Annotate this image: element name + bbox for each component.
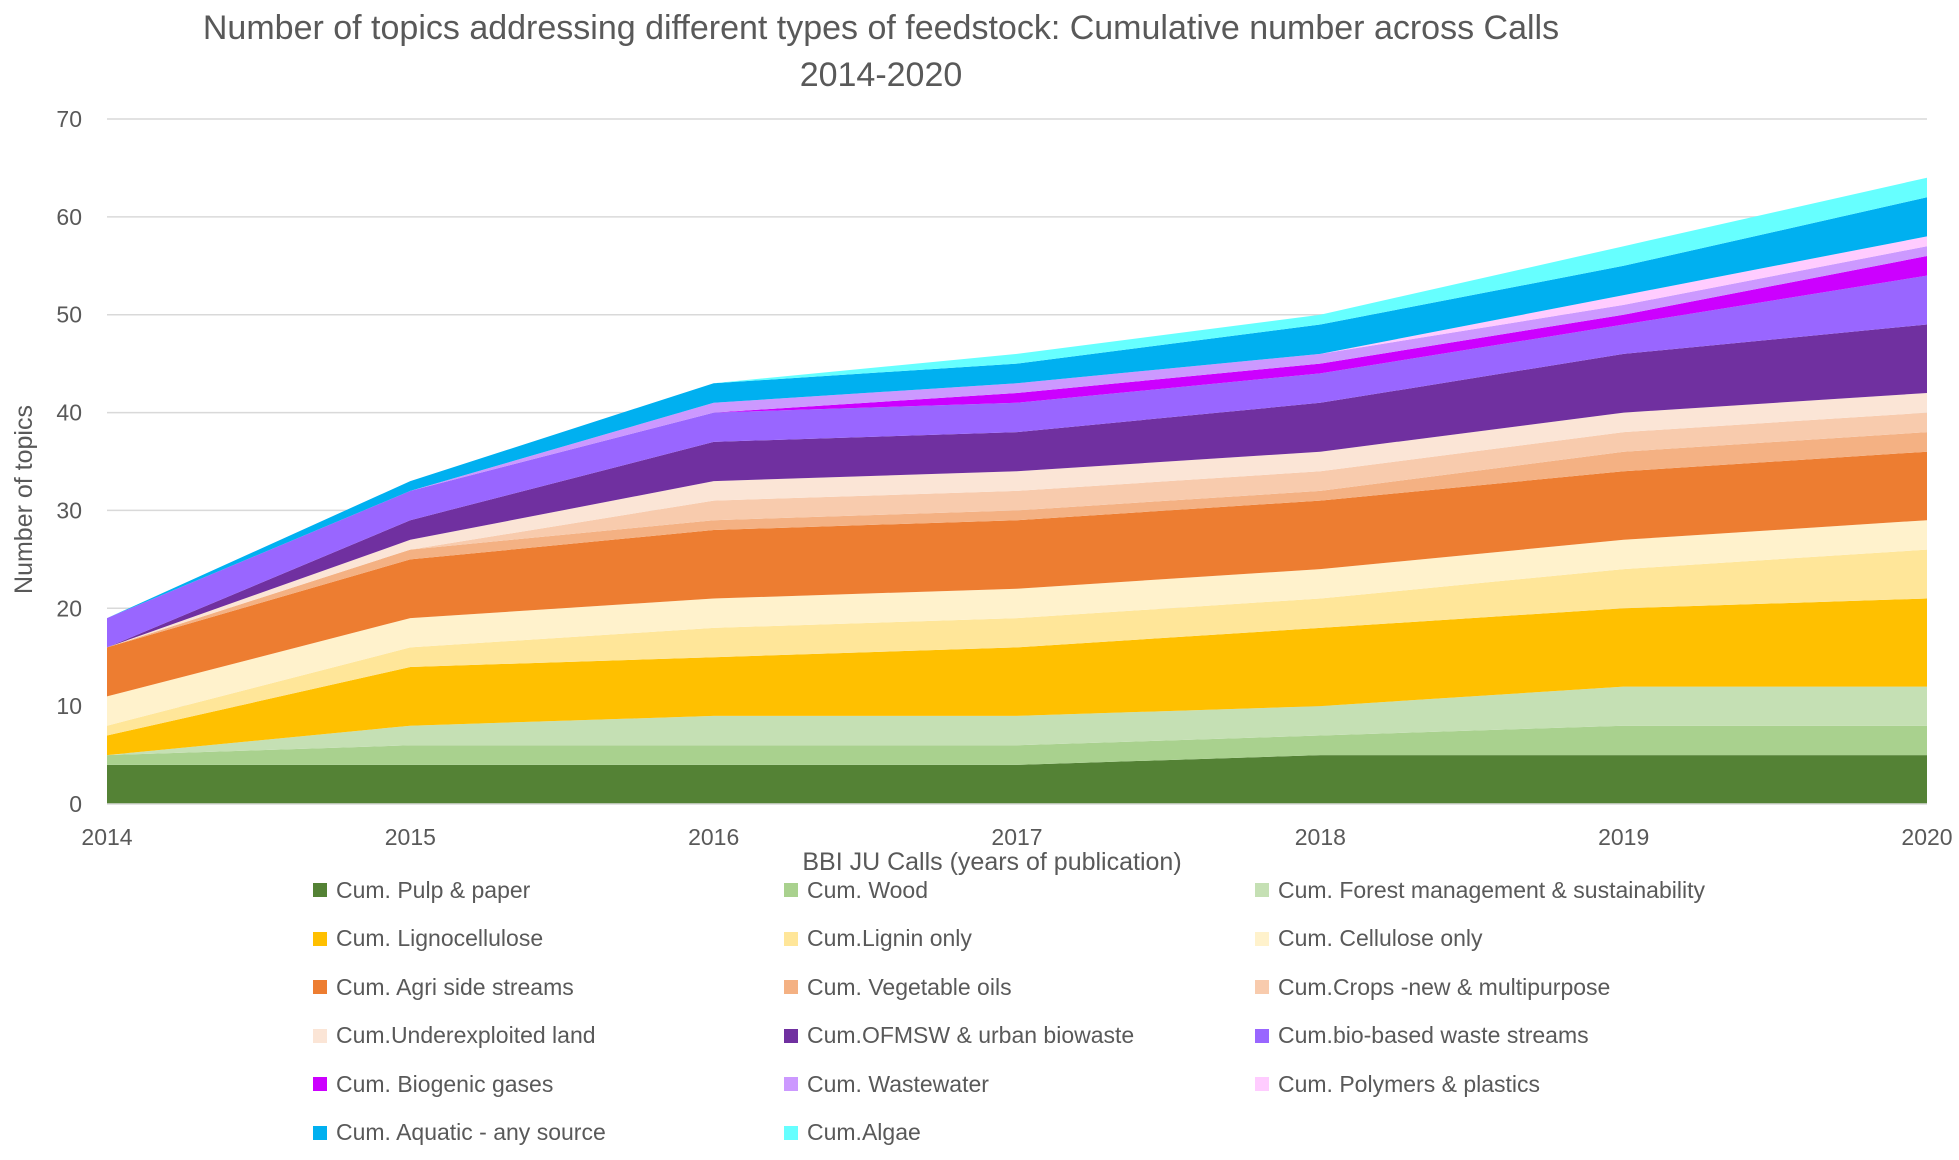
area-series-cum-vegetable-oils [107,432,1927,648]
x-tick-label-2020: 2020 [1901,824,1952,850]
legend-item-cum-polymers-plastics: Cum. Polymers & plastics [1255,1070,1733,1098]
legend-swatch [784,1028,798,1043]
legend-swatch [313,1125,327,1140]
legend-item-cum-vegetable-oils: Cum. Vegetable oils [784,973,1255,1001]
legend-label: Cum. Pulp & paper [336,876,531,903]
legend-label: Cum. Cellulose only [1278,925,1483,951]
x-tick-label-2019: 2019 [1598,824,1649,850]
legend-item-cum-wastewater: Cum. Wastewater [784,1070,1255,1098]
area-series-cum-pulp-paper [107,755,1927,804]
legend-label: Cum. Lignocellulose [336,925,544,951]
y-tick-label-40: 40 [56,400,82,426]
legend-item-cum-forest-management-sustainability: Cum. Forest management & sustainability [1255,876,1733,904]
legend-item-cum-algae: Cum.Algae [784,1119,1255,1147]
x-tick-label-2018: 2018 [1295,824,1346,850]
legend-label: Cum.OFMSW & urban biowaste [807,1022,1135,1048]
legend-label: Cum.Algae [807,1119,921,1145]
area-series-cum-crops-new-multipurpose [107,412,1927,648]
legend-label: Cum. Aquatic - any source [336,1119,606,1145]
y-tick-label-20: 20 [56,595,82,621]
legend-item-cum-wood: Cum. Wood [784,876,1255,904]
area-series-cum-ofmsw-urban-biowaste [107,324,1927,648]
area-series-cum-forest-management-sustainability [107,686,1927,756]
area-series-cum-polymers-plastics [107,236,1927,619]
x-tick-label-2017: 2017 [991,824,1042,850]
area-series-cum-lignocellulose [107,598,1927,756]
legend-item-cum-underexploited-land: Cum.Underexploited land [313,1022,784,1050]
legend-swatch [313,1028,327,1043]
legend-swatch [784,883,798,897]
legend-item-cum-biogenic-gases: Cum. Biogenic gases [313,1070,784,1098]
x-tick-label-2014: 2014 [81,824,132,850]
chart-title-line-1: Number of topics addressing different ty… [202,9,1560,47]
y-tick-label-60: 60 [56,204,82,230]
legend-item-cum-agri-side-streams: Cum. Agri side streams [313,973,784,1001]
x-tick-label-2015: 2015 [385,824,436,850]
legend-item-cum-lignin-only: Cum.Lignin only [784,925,1255,953]
area-series-cum-algae [107,177,1927,619]
legend-swatch [784,980,798,994]
legend-swatch [1255,1028,1269,1043]
y-tick-label-0: 0 [69,791,82,817]
area-series-cum-bio-based-waste-streams [107,275,1927,648]
legend-label: Cum.Underexploited land [336,1022,596,1048]
legend-item-cum-aquatic-any-source: Cum. Aquatic - any source [313,1119,784,1147]
legend-swatch [313,883,327,897]
y-tick-label-50: 50 [56,302,82,328]
legend-swatch [1255,1077,1269,1091]
legend-swatch [784,931,798,946]
legend-item-cum-crops-new-multipurpose: Cum.Crops -new & multipurpose [1255,973,1733,1001]
chart-title-line-2: 2014-2020 [799,56,963,94]
area-series-cum-lignin-only [107,549,1927,736]
area-series-cum-biogenic-gases [107,256,1927,619]
legend-item-cum-ofmsw-urban-biowaste: Cum.OFMSW & urban biowaste [784,1022,1255,1050]
legend-swatch [784,1125,798,1140]
legend-label: Cum. Agri side streams [336,973,574,1000]
legend-swatch [1255,980,1269,994]
legend-label: Cum. Vegetable oils [807,973,1012,1000]
legend-label: Cum. Wood [807,876,929,903]
legend-swatch [784,1077,798,1091]
legend-swatch [313,931,327,946]
legend-label: Cum.Lignin only [807,925,972,951]
area-series-cum-cellulose-only [107,520,1927,726]
area-series-cum-aquatic-any-source [107,197,1927,619]
legend-label: Cum.Crops -new & multipurpose [1278,973,1611,1000]
area-series-cum-agri-side-streams [107,451,1927,697]
area-series-cum-wood [107,725,1927,765]
legend-item-cum-cellulose-only: Cum. Cellulose only [1255,925,1733,953]
legend-item-cum-pulp-paper: Cum. Pulp & paper [313,876,784,904]
area-series-cum-underexploited-land [107,393,1927,648]
legend-swatch [313,1077,327,1091]
legend-label: Cum. Wastewater [807,1070,989,1097]
y-axis-title: Number of topics [10,405,38,594]
legend-swatch [1255,883,1269,897]
y-tick-label-10: 10 [56,693,82,719]
legend-swatch [313,980,327,994]
legend-label: Cum. Biogenic gases [336,1070,554,1097]
x-tick-label-2016: 2016 [688,824,739,850]
x-axis-title: BBI JU Calls (years of publication) [802,848,1181,876]
legend-swatch [1255,931,1269,946]
legend-item-cum-bio-based-waste-streams: Cum.bio-based waste streams [1255,1022,1733,1050]
legend-label: Cum.bio-based waste streams [1278,1022,1589,1048]
legend-label: Cum. Forest management & sustainability [1278,876,1705,903]
legend-label: Cum. Polymers & plastics [1278,1070,1541,1097]
area-series-cum-wastewater [107,246,1927,619]
chart-legend: Cum. Pulp & paper Cum. Wood Cum. Forest ma… [313,876,1733,1147]
legend-item-cum-lignocellulose: Cum. Lignocellulose [313,925,784,953]
y-tick-label-30: 30 [56,497,82,523]
y-tick-label-70: 70 [56,106,82,132]
